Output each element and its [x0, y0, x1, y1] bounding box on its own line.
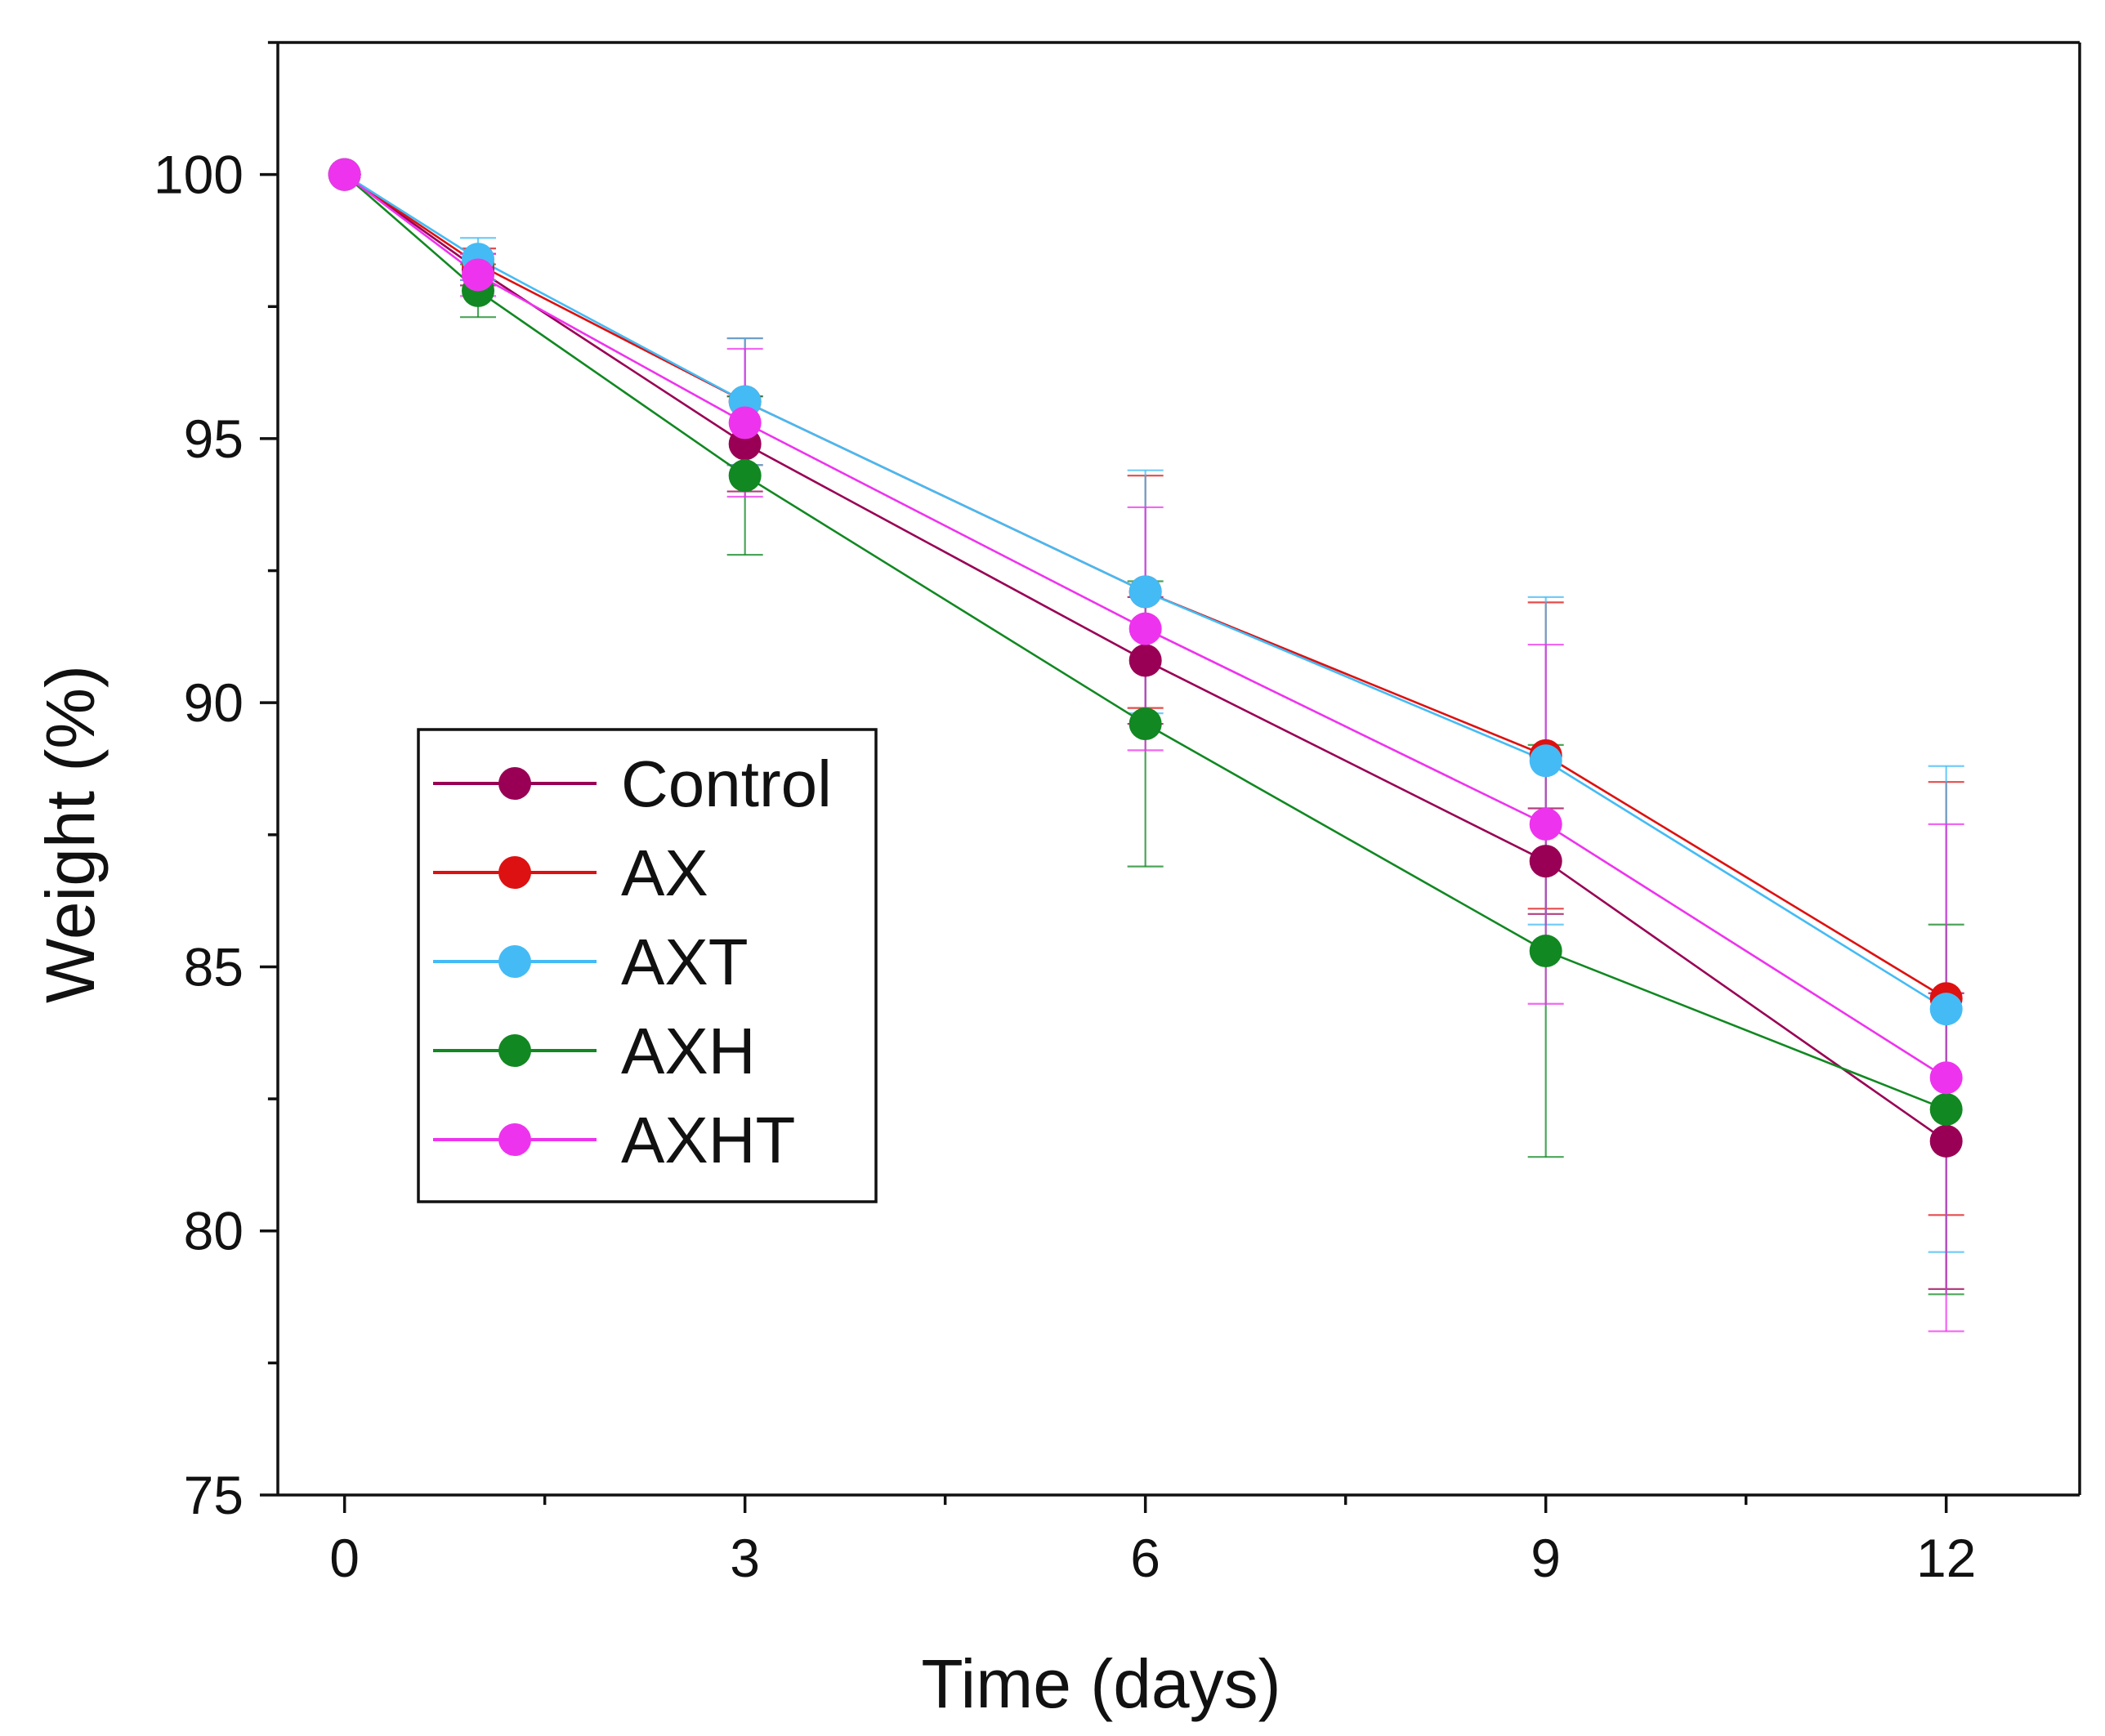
- data-point: [1128, 707, 1162, 741]
- data-point: [1529, 935, 1562, 968]
- y-tick-label: 85: [184, 936, 244, 997]
- legend-item-control: Control: [433, 748, 832, 820]
- data-point: [1128, 575, 1162, 609]
- legend-marker: [498, 945, 531, 978]
- legend-item-axh: AXH: [433, 1015, 756, 1087]
- y-axis-title: Weight (%): [32, 665, 109, 1003]
- y-tick-label: 75: [184, 1465, 244, 1525]
- x-axis-title: Time (days): [921, 1645, 1280, 1722]
- y-tick-label: 100: [154, 145, 244, 205]
- y-tick-label: 90: [184, 672, 244, 733]
- x-tick-label: 0: [329, 1528, 360, 1588]
- legend-item-axht: AXHT: [433, 1104, 795, 1176]
- series-line: [343, 173, 1947, 1079]
- x-tick-label: 9: [1531, 1528, 1561, 1588]
- data-point: [462, 258, 494, 292]
- legend-marker: [498, 1123, 531, 1156]
- data-point: [1929, 1061, 1963, 1095]
- y-tick-label: 95: [184, 408, 244, 469]
- data-point: [1128, 644, 1162, 677]
- legend-label: AXHT: [621, 1104, 795, 1176]
- legend-box: [417, 728, 878, 1203]
- legend-item-ax: AX: [433, 837, 708, 909]
- axes: 0 3 6 9 12 75 80 85 90 95 100: [154, 41, 2081, 1588]
- data-point: [328, 158, 361, 191]
- data-point: [728, 406, 762, 440]
- legend-marker: [498, 1034, 531, 1067]
- data-point: [1529, 845, 1562, 878]
- data-point: [1128, 612, 1162, 645]
- data-point: [1929, 1124, 1963, 1158]
- data-point: [1929, 1093, 1963, 1127]
- legend-marker: [498, 856, 531, 889]
- x-tick-label: 3: [730, 1528, 760, 1588]
- legend: Control AX AXT AXH AXHT: [417, 728, 878, 1203]
- data-point: [728, 459, 762, 493]
- data-point: [1529, 744, 1562, 778]
- y-tick-label: 80: [184, 1201, 244, 1261]
- legend-label: AXH: [621, 1015, 756, 1087]
- legend-label: AXT: [621, 926, 749, 998]
- data-point: [1529, 807, 1562, 841]
- x-tick-label: 6: [1130, 1528, 1160, 1588]
- legend-item-axt: AXT: [433, 926, 749, 998]
- data-point: [1929, 993, 1963, 1026]
- markers-axht: [328, 158, 1963, 1095]
- series-line: [343, 173, 1947, 1142]
- legend-label: AX: [621, 837, 708, 909]
- series-line: [343, 173, 1947, 1011]
- legend-marker: [498, 767, 531, 800]
- legend-label: Control: [621, 748, 832, 820]
- x-tick-label: 12: [1916, 1528, 1976, 1588]
- series-line: [343, 173, 1947, 1111]
- plot-area: [328, 158, 1964, 1332]
